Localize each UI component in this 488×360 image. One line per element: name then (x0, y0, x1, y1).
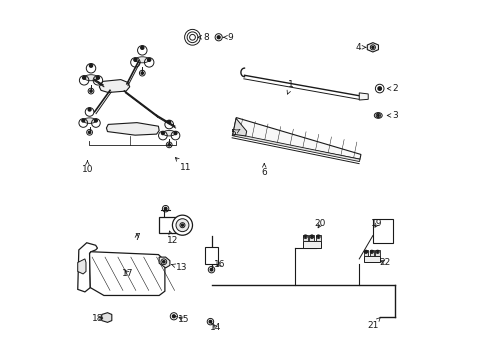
Ellipse shape (163, 130, 175, 136)
Text: 21: 21 (366, 318, 380, 330)
Circle shape (377, 87, 381, 90)
Circle shape (172, 215, 192, 235)
Text: 15: 15 (178, 315, 189, 324)
Polygon shape (102, 313, 112, 322)
Circle shape (377, 114, 378, 116)
Text: 3: 3 (386, 111, 397, 120)
Text: 16: 16 (214, 260, 225, 269)
Circle shape (147, 58, 150, 61)
Ellipse shape (373, 113, 382, 118)
Bar (372, 220, 392, 243)
Polygon shape (232, 134, 359, 162)
Bar (159, 217, 182, 233)
Bar (375, 250, 379, 256)
Circle shape (167, 121, 170, 123)
Bar (363, 256, 379, 262)
Bar (303, 234, 307, 241)
Bar (315, 234, 320, 241)
Circle shape (172, 315, 175, 318)
Circle shape (365, 251, 366, 252)
Text: 20: 20 (314, 219, 325, 228)
Circle shape (88, 131, 91, 134)
Text: 17: 17 (122, 269, 133, 278)
Circle shape (94, 119, 97, 122)
Polygon shape (78, 243, 97, 292)
Text: 8: 8 (198, 33, 208, 42)
Polygon shape (366, 42, 378, 52)
Circle shape (96, 76, 99, 79)
Circle shape (210, 268, 212, 271)
Bar (363, 250, 367, 256)
Text: 12: 12 (167, 231, 178, 246)
Text: 14: 14 (210, 323, 221, 332)
Circle shape (89, 64, 92, 67)
Circle shape (174, 132, 177, 135)
Polygon shape (159, 257, 169, 268)
Polygon shape (89, 252, 164, 296)
Text: 1: 1 (286, 81, 293, 94)
Bar (204, 247, 218, 264)
Circle shape (164, 207, 166, 210)
Text: 19: 19 (371, 219, 382, 228)
Circle shape (217, 36, 220, 39)
Circle shape (168, 144, 170, 146)
Polygon shape (99, 80, 129, 93)
Text: 13: 13 (171, 264, 187, 273)
Circle shape (181, 224, 183, 226)
Circle shape (161, 132, 164, 135)
Polygon shape (359, 93, 367, 100)
Circle shape (82, 76, 85, 79)
Circle shape (304, 236, 305, 237)
Circle shape (376, 251, 378, 252)
Polygon shape (78, 259, 86, 274)
Circle shape (370, 251, 372, 252)
Text: 5: 5 (230, 129, 240, 138)
Text: 4: 4 (355, 43, 365, 52)
Text: 10: 10 (81, 161, 93, 174)
Text: 6: 6 (261, 163, 266, 177)
Text: 7: 7 (134, 233, 140, 242)
Circle shape (176, 219, 188, 231)
Circle shape (317, 236, 319, 237)
Polygon shape (232, 118, 246, 136)
Text: 11: 11 (175, 157, 191, 172)
Circle shape (90, 90, 92, 92)
Ellipse shape (83, 118, 96, 123)
Text: 9: 9 (223, 33, 233, 42)
Circle shape (141, 46, 143, 49)
Bar (369, 250, 373, 256)
Circle shape (310, 236, 312, 237)
Circle shape (81, 119, 84, 122)
Polygon shape (232, 118, 360, 159)
Bar (309, 234, 314, 241)
Ellipse shape (135, 57, 149, 63)
Ellipse shape (84, 75, 98, 81)
Circle shape (209, 320, 211, 323)
Circle shape (88, 108, 91, 111)
Text: 18: 18 (92, 314, 104, 323)
Polygon shape (106, 123, 159, 135)
Circle shape (141, 72, 143, 74)
Text: 2: 2 (386, 84, 397, 93)
Circle shape (371, 46, 373, 48)
Bar (303, 241, 320, 248)
Text: 22: 22 (379, 258, 390, 267)
Circle shape (134, 58, 137, 61)
Circle shape (163, 261, 164, 263)
